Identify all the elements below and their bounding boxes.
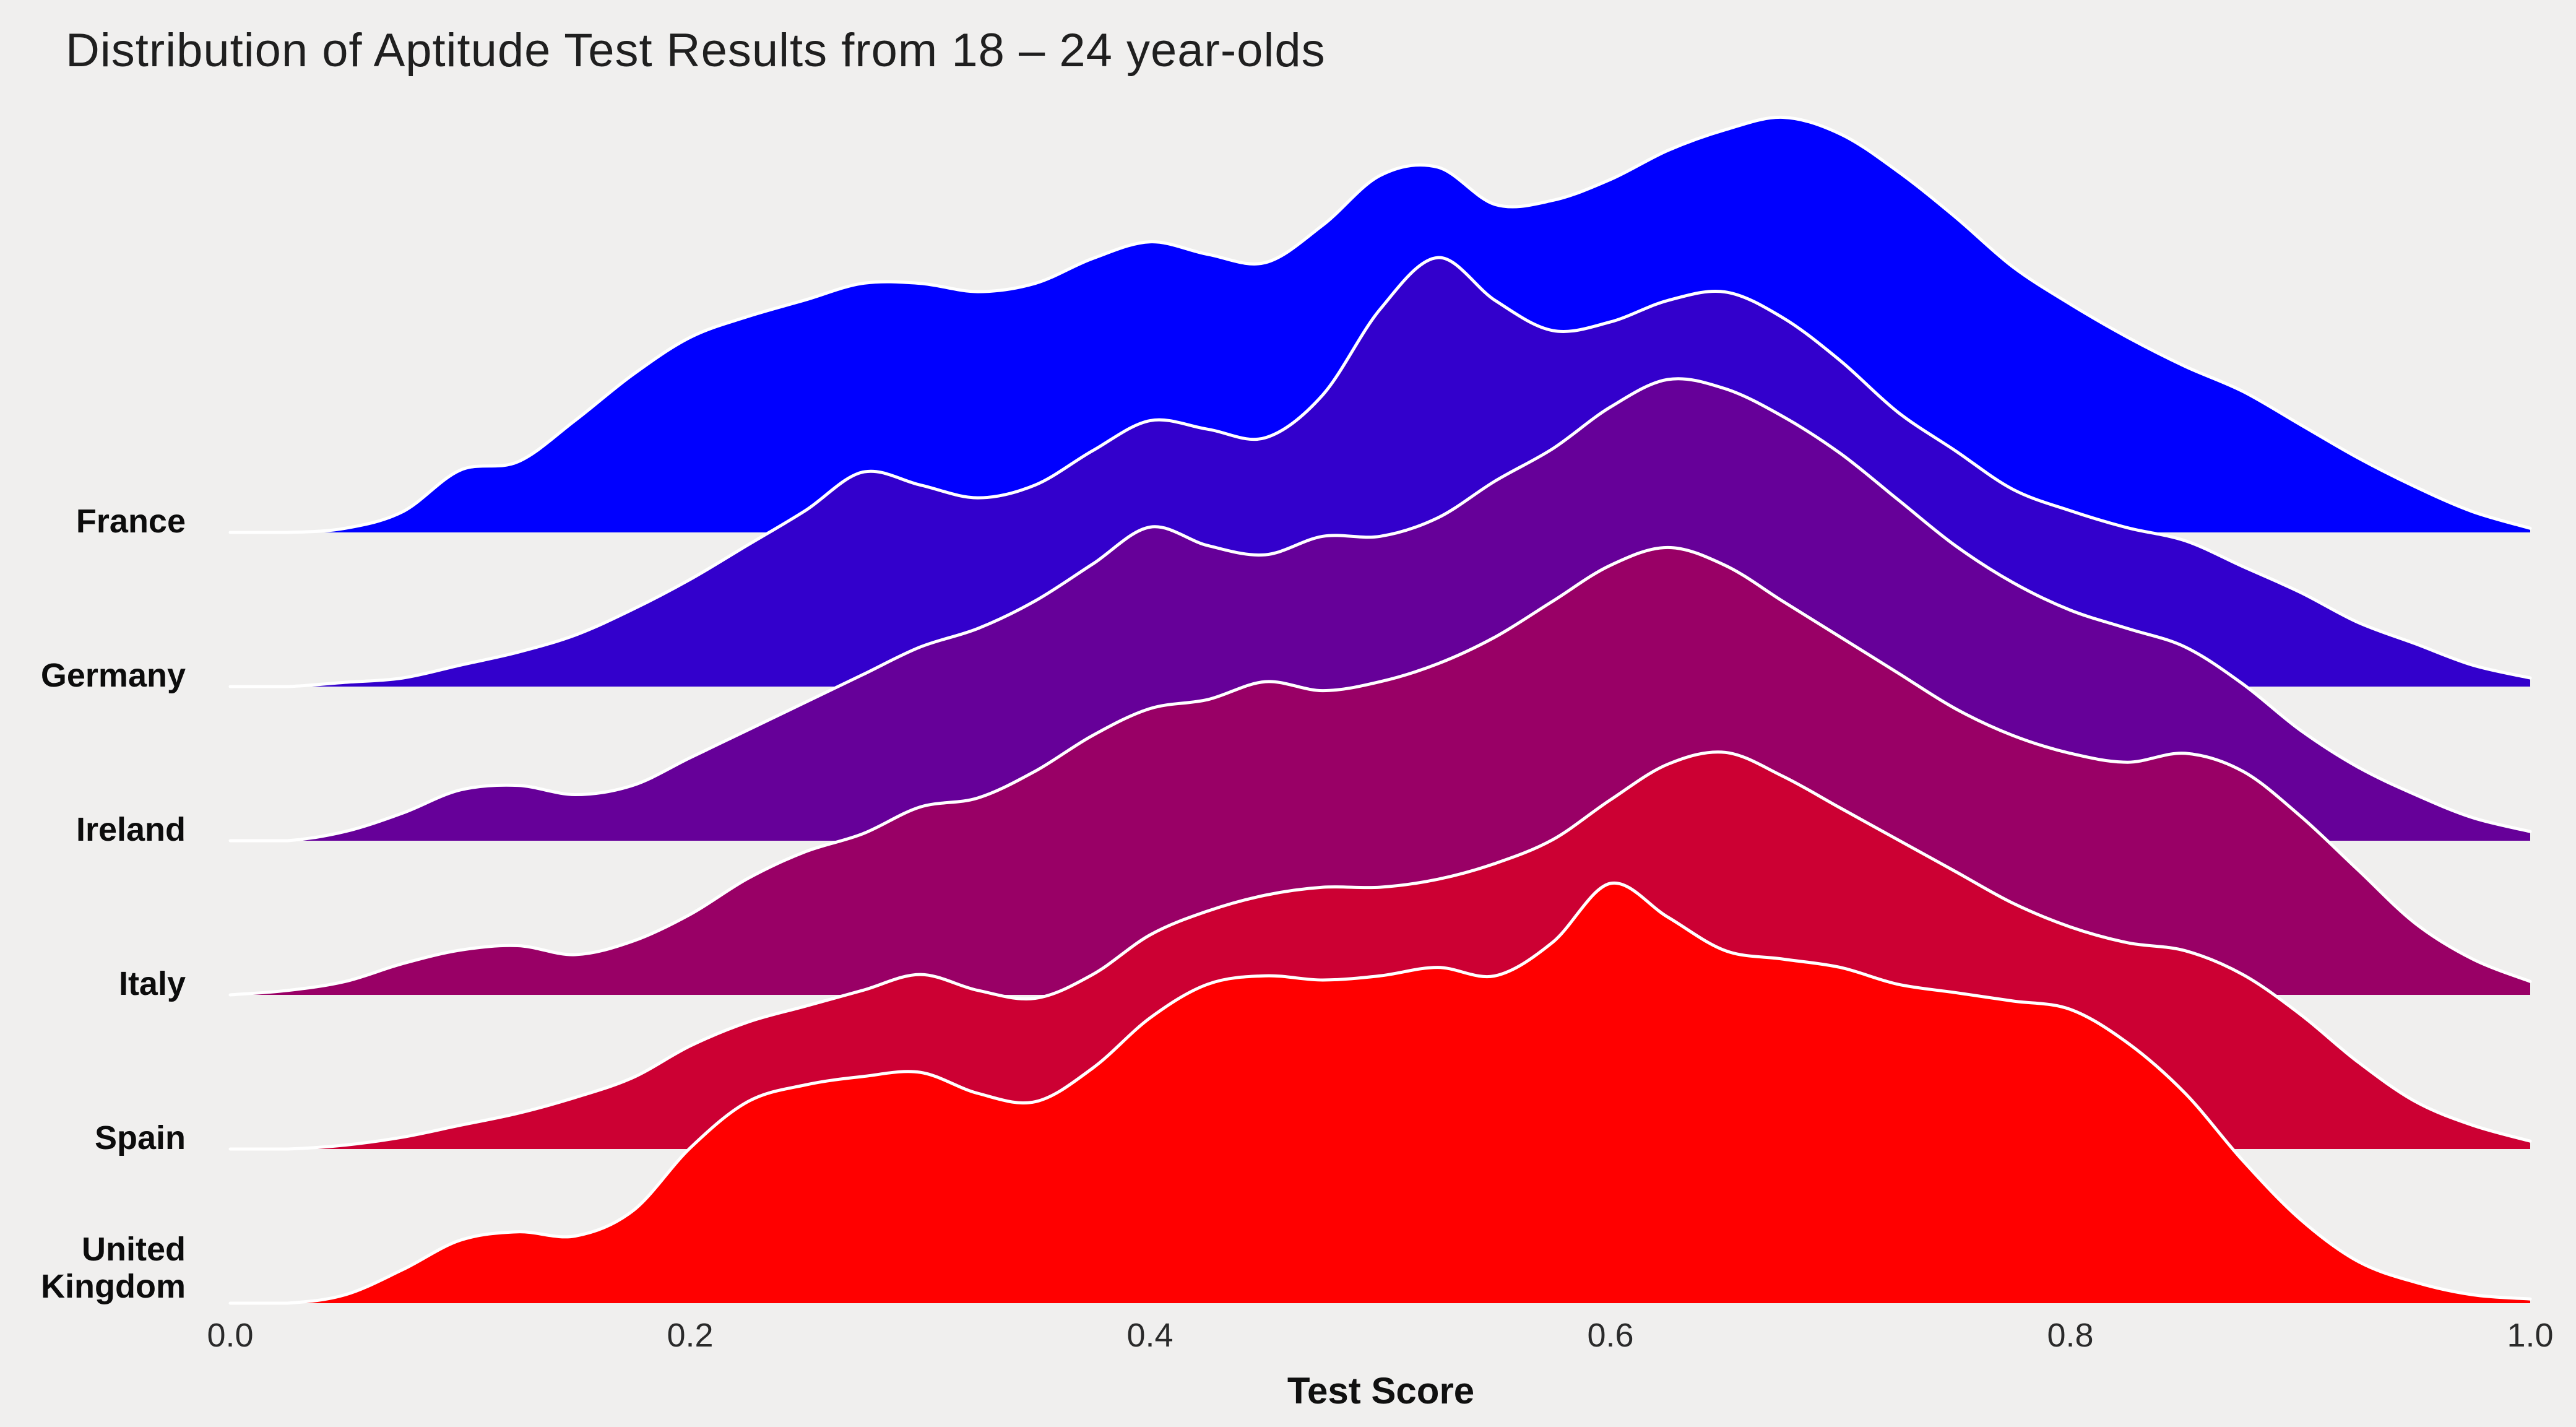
ridge-outline-united-kingdom bbox=[228, 881, 2532, 1305]
x-tick-label-08: 0.8 bbox=[2047, 1317, 2094, 1354]
row-label-spain: Spain bbox=[94, 1119, 186, 1156]
row-label-united-kingdom: United Kingdom bbox=[41, 1231, 186, 1306]
ridge-outline-france bbox=[228, 115, 2532, 534]
row-label-italy: Italy bbox=[118, 965, 186, 1002]
row-label-france: France bbox=[76, 503, 186, 540]
row-label-germany: Germany bbox=[40, 657, 186, 694]
x-tick-label-04: 0.4 bbox=[1126, 1317, 1173, 1354]
chart-title: Distribution of Aptitude Test Results fr… bbox=[66, 24, 1326, 77]
x-axis-title: Test Score bbox=[1287, 1370, 1475, 1412]
ridge-fill-united-kingdom bbox=[230, 883, 2530, 1303]
ridge-outline-spain bbox=[228, 750, 2532, 1151]
x-tick-label-02: 0.2 bbox=[667, 1317, 714, 1354]
ridge-outline-ireland bbox=[228, 377, 2532, 843]
x-tick-label-0: 0.0 bbox=[207, 1317, 254, 1354]
row-label-ireland: Ireland bbox=[76, 811, 186, 848]
ridge-outline-italy bbox=[228, 545, 2532, 997]
x-tick-label-10: 1.0 bbox=[2507, 1317, 2554, 1354]
ridge-outline-germany bbox=[228, 256, 2532, 688]
x-tick-label-06: 0.6 bbox=[1587, 1317, 1634, 1354]
